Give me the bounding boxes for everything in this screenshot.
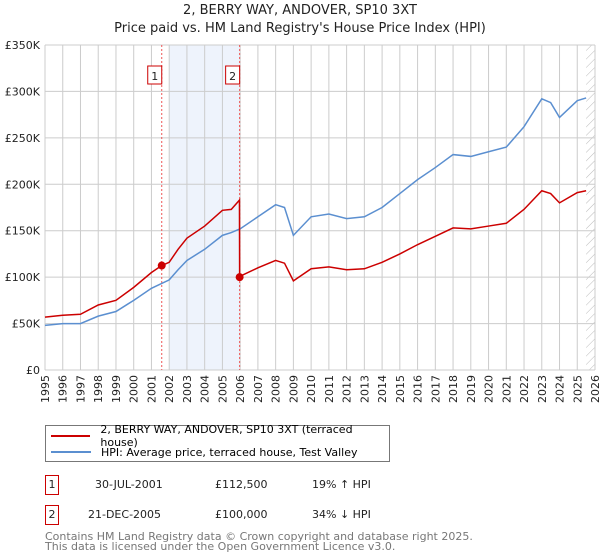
y-tick-label: £250K [5,132,41,145]
x-tick-label: 2003 [181,375,194,403]
x-tick-label: 2004 [199,375,212,403]
x-tick-label: 2012 [341,375,354,403]
x-tick-label: 2001 [145,375,158,403]
x-tick-label: 1996 [57,375,70,403]
transaction-hpi: 34% ↓ HPI [312,508,371,521]
x-tick-label: 2017 [429,375,442,403]
x-tick-label: 2009 [287,375,300,403]
sale-marker-label: 1 [151,70,158,83]
y-tick-label: £300K [5,85,41,98]
transaction-hpi: 19% ↑ HPI [312,478,371,491]
x-tick-label: 2007 [252,375,265,403]
sale-point [157,261,166,270]
x-tick-label: 1998 [92,375,105,403]
transaction-price: £112,500 [215,478,268,491]
x-tick-label: 2013 [358,375,371,403]
x-tick-label: 1999 [110,375,123,403]
legend-label-property: 2, BERRY WAY, ANDOVER, SP10 3XT (terrace… [100,423,353,449]
x-tick-label: 2020 [483,375,496,403]
footer-licence: This data is licensed under the Open Gov… [45,540,396,553]
sale-point [235,273,244,282]
chart-title: 2, BERRY WAY, ANDOVER, SP10 3XT [183,3,417,18]
x-tick-label: 2015 [394,375,407,403]
transaction-price: £100,000 [215,508,268,521]
x-tick-label: 2019 [465,375,478,403]
y-tick-label: £100K [5,271,41,284]
sale-marker-box [147,65,163,85]
x-tick-label: 2010 [305,375,318,403]
legend-label-hpi: HPI: Average price, terraced house, Test… [101,445,358,459]
sale-marker-label: 2 [229,70,236,83]
x-tick-label: 2026 [589,375,600,403]
x-tick-label: 2021 [500,375,513,403]
marker-badge: 1 [45,475,59,495]
legend-swatch-blue [51,451,91,453]
footer-copyright: Contains HM Land Registry data © Crown c… [45,530,473,543]
hpi-line [44,97,587,327]
x-tick-label: 2011 [323,375,336,403]
chart-subtitle: Price paid vs. HM Land Registry's House … [114,21,486,36]
y-tick-label: £50K [12,318,41,331]
x-tick-label: 2018 [447,375,460,403]
x-tick-label: 1995 [39,375,52,403]
x-tick-label: 2025 [571,375,584,403]
chart: 1995 1996 1997 1998 1999 2000 2001 2002 2003 2004… [5,39,600,403]
x-tick-label: 2024 [554,375,567,403]
x-tick-label: 2006 [234,375,247,403]
legend: 2, BERRY WAY, ANDOVER, SP10 3XT (terrace… [45,423,390,462]
y-tick-label: £150K [5,225,41,238]
y-tick-label: £0 [26,364,40,377]
transaction-date: 21-DEC-2005 [88,508,162,521]
marker-badge: 2 [45,505,59,525]
x-tick-label: 2023 [536,375,549,403]
x-tick-label: 2008 [270,375,283,403]
x-tick-label: 2022 [518,375,531,403]
transaction-date: 30-JUL-2001 [95,478,163,491]
x-tick-label: 2005 [216,375,229,403]
y-tick-label: £200K [5,178,41,191]
x-tick-label: 2000 [128,375,141,403]
forecast-hatch [586,45,595,370]
x-tick-label: 2014 [376,375,389,403]
property-price-line [44,189,587,318]
legend-swatch-red [51,435,91,437]
x-tick-label: 2016 [412,375,425,403]
sale-marker-box [225,65,241,85]
x-tick-label: 1997 [74,375,87,403]
x-tick-label: 2002 [163,375,176,403]
y-tick-label: £350K [5,39,41,52]
